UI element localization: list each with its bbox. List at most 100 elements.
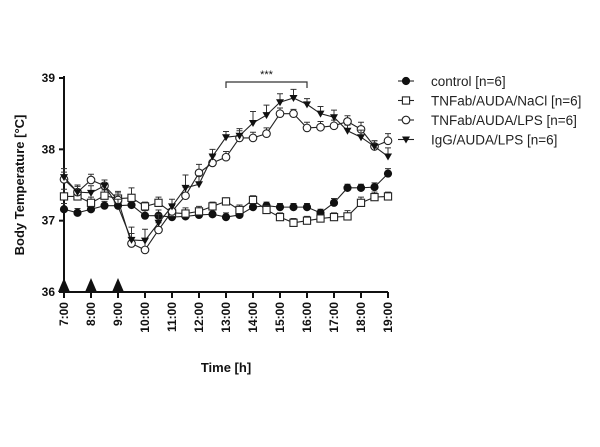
x-tick-label: 17:00 — [327, 302, 341, 333]
data-point — [100, 182, 109, 190]
data-point — [195, 181, 203, 189]
x-tick-label: 12:00 — [192, 302, 206, 333]
data-point — [154, 219, 163, 227]
data-point — [248, 195, 258, 205]
data-point — [262, 205, 271, 215]
data-point — [329, 198, 339, 207]
data-point — [316, 110, 325, 118]
data-point — [275, 203, 285, 212]
data-point — [289, 218, 298, 227]
data-point — [168, 203, 176, 211]
data-point — [140, 245, 150, 255]
data-point — [289, 94, 298, 102]
x-tick-label: 7:00 — [57, 302, 71, 326]
y-tick-label: 38 — [42, 142, 56, 156]
data-point — [221, 152, 231, 162]
data-point — [127, 193, 136, 202]
data-point — [383, 136, 393, 146]
significance-bracket — [225, 81, 308, 88]
data-point — [343, 117, 352, 126]
data-point — [357, 134, 365, 142]
y-tick-label: 37 — [42, 214, 56, 228]
data-point — [248, 133, 258, 143]
data-point — [370, 183, 379, 192]
data-point — [329, 121, 339, 131]
significance-stars: *** — [260, 69, 274, 81]
data-point — [303, 101, 311, 109]
legend-marker-icon — [401, 96, 411, 105]
data-point — [289, 109, 298, 119]
data-point — [248, 203, 258, 212]
data-point — [370, 143, 379, 151]
axes: 36 37 38 39 7:00 8:00 9:00 10:00 11:00 12:00 13:00… — [42, 71, 395, 333]
legend-marker-icon — [401, 115, 411, 125]
y-axis-label: Body Temperature [°C] — [12, 115, 27, 256]
data-point — [127, 236, 136, 244]
x-tick-label: 14:00 — [246, 302, 260, 333]
data-point — [249, 119, 257, 127]
y-tick-label: 39 — [42, 71, 56, 85]
data-point — [221, 197, 231, 206]
data-point — [370, 192, 379, 202]
data-point — [208, 202, 217, 211]
data-point — [343, 127, 352, 135]
series-4 — [60, 88, 392, 245]
data-point — [356, 198, 366, 207]
data-point — [275, 212, 285, 222]
data-point — [140, 211, 150, 220]
data-point — [181, 191, 190, 201]
data-point — [235, 205, 244, 215]
data-point — [73, 189, 82, 197]
x-tick-label: 11:00 — [165, 302, 179, 332]
data-point — [222, 134, 230, 142]
data-point — [235, 132, 244, 140]
x-tick-label: 13:00 — [219, 302, 233, 333]
data-point — [194, 207, 204, 216]
legend-label: TNFab/AUDA/NaCl [n=6] — [431, 94, 581, 109]
data-point — [86, 175, 96, 185]
series-layer — [59, 88, 393, 255]
legend-label: IgG/AUDA/LPS [n=6] — [431, 133, 557, 148]
legend-marker-icon — [402, 136, 410, 144]
data-point — [86, 198, 96, 207]
data-point — [262, 112, 271, 120]
data-point — [100, 201, 109, 210]
data-point — [59, 205, 69, 214]
data-point — [329, 212, 339, 222]
x-tick-label: 10:00 — [138, 302, 152, 333]
treatment-arrow-icon — [58, 278, 70, 292]
data-point — [59, 192, 69, 201]
data-point — [289, 203, 298, 212]
data-point — [316, 214, 325, 223]
data-point — [343, 212, 352, 221]
data-point — [383, 169, 393, 178]
data-point — [127, 200, 136, 210]
data-point — [383, 192, 393, 201]
data-point — [87, 189, 95, 197]
x-tick-label: 16:00 — [300, 302, 314, 333]
data-point — [181, 209, 190, 218]
data-point — [114, 203, 122, 211]
series-3 — [59, 107, 393, 255]
data-point — [100, 191, 109, 200]
y-tick-label: 36 — [42, 285, 56, 299]
x-tick-label: 9:00 — [111, 302, 125, 326]
x-tick-label: 15:00 — [273, 302, 287, 333]
data-point — [208, 210, 217, 219]
x-tick-label: 8:00 — [84, 302, 98, 326]
data-point — [141, 237, 149, 245]
annotation-layer: *** — [225, 69, 308, 88]
data-point — [343, 183, 352, 192]
data-point — [276, 99, 284, 107]
data-point — [356, 183, 366, 192]
legend-label: TNFab/AUDA/LPS [n=6] — [431, 113, 577, 128]
legend-label: control [n=6] — [431, 74, 506, 89]
treatment-arrow-icon — [85, 278, 97, 292]
data-point — [60, 174, 68, 182]
data-point — [221, 213, 231, 222]
data-point — [302, 216, 312, 225]
series-line — [63, 173, 389, 218]
x-tick-label: 18:00 — [354, 302, 368, 333]
data-point — [208, 153, 217, 161]
